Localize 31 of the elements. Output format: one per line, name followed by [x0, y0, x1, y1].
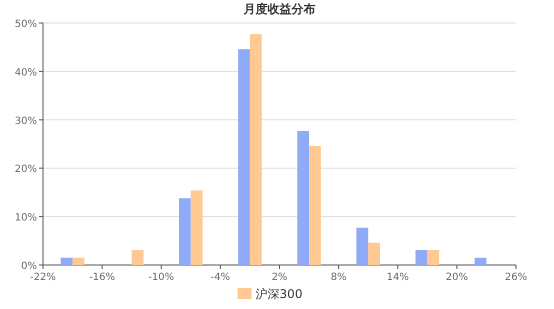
x-tick-label: 2% [272, 272, 288, 283]
bar [415, 250, 428, 265]
bar [238, 49, 250, 265]
y-tick-label: 20% [14, 164, 37, 176]
y-tick-label: 30% [14, 116, 37, 127]
y-tick-label: 50% [14, 19, 37, 30]
bar [72, 258, 84, 265]
y-tick-label: 0% [21, 261, 37, 272]
x-tick-label: 14% [386, 272, 409, 283]
x-tick-label: 26% [504, 272, 528, 283]
bar [297, 130, 310, 265]
bar [60, 258, 73, 265]
bar [250, 34, 262, 265]
legend-label: 沪深300 [256, 287, 302, 301]
bar [356, 228, 368, 265]
bar [427, 250, 440, 265]
x-tick-label: 20% [446, 272, 468, 283]
bar [178, 198, 191, 265]
bar [190, 190, 203, 265]
bar [132, 250, 144, 265]
bar [474, 258, 486, 265]
y-tick-label: 40% [14, 67, 37, 78]
chart-title: 月度收益分布 [242, 2, 316, 16]
y-tick-label: 10% [14, 212, 37, 224]
x-tick-label: -16% [89, 272, 116, 283]
x-tick-label: -4% [210, 272, 230, 283]
x-tick-label: -22% [30, 272, 56, 283]
bar [368, 242, 380, 265]
x-tick-label: -10% [148, 272, 174, 283]
bar [309, 146, 321, 265]
x-tick-label: 8% [330, 272, 347, 283]
